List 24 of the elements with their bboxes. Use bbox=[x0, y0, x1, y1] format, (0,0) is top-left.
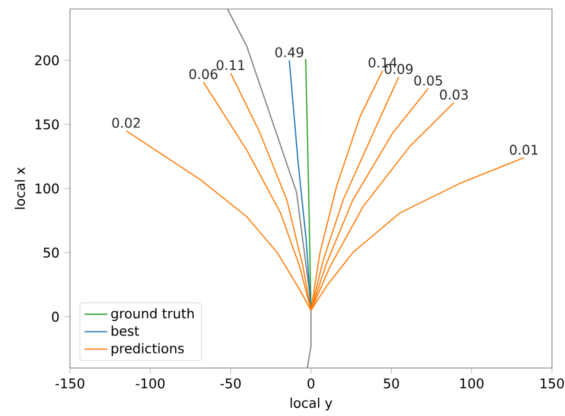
x-tick-label: -50 bbox=[220, 378, 241, 388]
y-axis-title: local x bbox=[14, 167, 25, 209]
x-tick-label: 0 bbox=[308, 378, 314, 388]
x-tick-label: 150 bbox=[540, 378, 564, 388]
y-tick-label: 50 bbox=[44, 248, 59, 258]
x-tick-label: 100 bbox=[460, 378, 484, 388]
annotation: 0.01 bbox=[510, 144, 538, 155]
x-tick-label: 50 bbox=[384, 378, 399, 388]
legend-label: ground truth bbox=[111, 308, 194, 322]
annotation: 0.06 bbox=[189, 69, 218, 80]
y-tick-label: 150 bbox=[36, 119, 59, 130]
legend-label: best bbox=[112, 326, 140, 336]
annotation: 0.49 bbox=[275, 47, 304, 58]
annotation: 0.03 bbox=[440, 90, 468, 100]
x-tick-label: -100 bbox=[136, 378, 165, 388]
y-tick-label: 0 bbox=[52, 312, 59, 322]
annotation: 0.11 bbox=[216, 60, 244, 70]
x-tick-label: -150 bbox=[56, 378, 84, 388]
y-tick-label: 100 bbox=[36, 183, 59, 194]
annotation: 0.05 bbox=[414, 75, 442, 86]
y-tick-label: 200 bbox=[35, 55, 59, 66]
annotation: 0.02 bbox=[112, 118, 140, 128]
x-axis-title: local y bbox=[290, 398, 332, 411]
legend-label: predictions bbox=[112, 343, 184, 356]
